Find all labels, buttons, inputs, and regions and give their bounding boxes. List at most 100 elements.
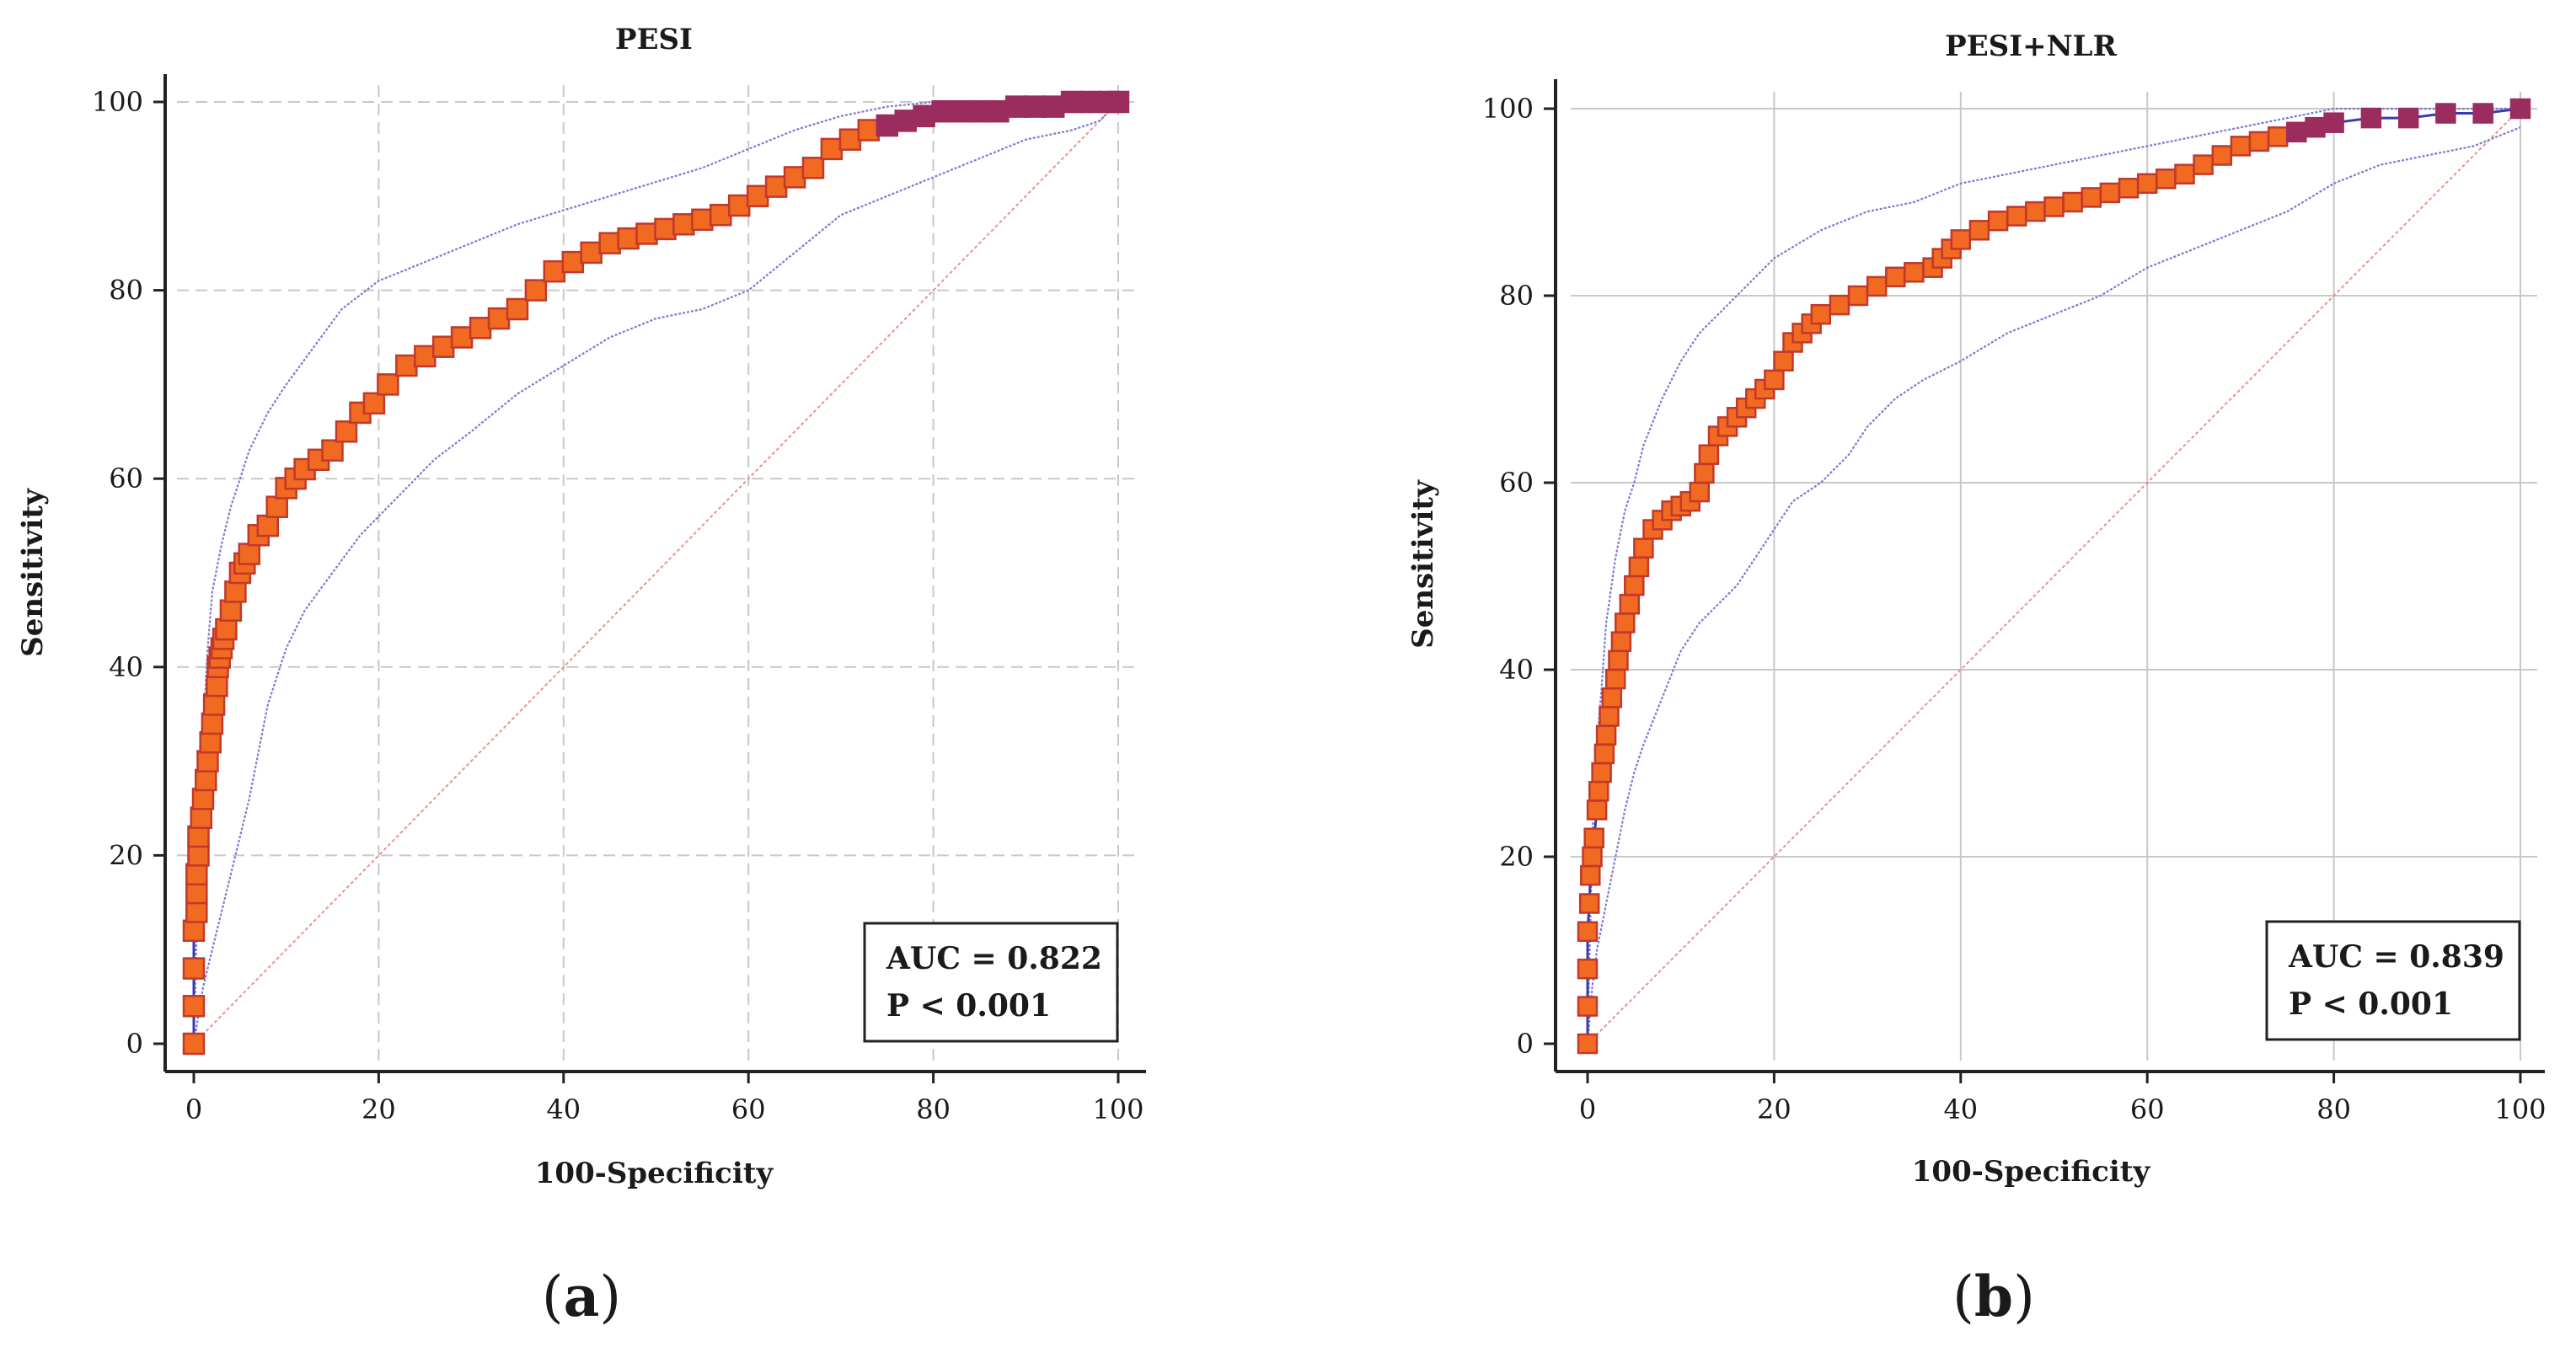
chart-b-title: PESI+NLR (1945, 29, 2117, 63)
chart-a-roc-point (543, 259, 566, 283)
chart-a-xtick-label: 100 (1092, 1093, 1143, 1125)
chart-a-roc-point (487, 307, 511, 330)
chart-a-roc-point (187, 825, 210, 848)
chart-b-roc-point (2174, 163, 2195, 184)
chart-b-p-label: P < 0.001 (2289, 986, 2453, 1022)
chart-b-ylabel: Sensitivity (1406, 479, 1440, 649)
chart-a-roc-point (931, 99, 954, 123)
chart-b-xtick-label: 40 (1943, 1093, 1978, 1125)
chart-b-xtick-label: 60 (2130, 1093, 2165, 1125)
chart-a-roc-point (321, 439, 344, 462)
chart-a-roc-point (691, 208, 714, 232)
chart-a-roc-point (185, 901, 208, 923)
chart-b-roc-point (2509, 98, 2531, 120)
chart-a-ytick-label: 100 (92, 86, 143, 118)
chart-b-roc-point (1885, 266, 1906, 288)
chart-a-roc-point (968, 99, 991, 123)
chart-a-roc-point (876, 114, 899, 137)
chart-b-ytick-label: 80 (1499, 280, 1534, 312)
panel-a-label: (a) (542, 1264, 621, 1329)
chart-a-ytick-label: 80 (109, 275, 143, 307)
chart-a-roc-point (182, 995, 206, 1018)
chart-a-p-label: P < 0.001 (886, 988, 1051, 1024)
chart-b-roc-point (2099, 182, 2121, 204)
chart-a-roc-point (450, 326, 474, 349)
chart-a-roc-point (335, 420, 358, 443)
chart-a-roc-point (635, 222, 658, 245)
chart-b-y-ticks: 0 20 40 60 80 100 (1482, 93, 1556, 1060)
panel-a: PESI 0 20 40 60 80 100 0 20 40 60 80 100 100-Speci… (16, 23, 1146, 1329)
chart-a-xtick-label: 20 (361, 1093, 396, 1125)
chart-b-plot (1577, 98, 2531, 1055)
chart-b-roc-point (2193, 154, 2214, 175)
chart-a-roc-point (185, 881, 208, 905)
chart-b-roc-point (1577, 921, 1599, 943)
chart-b-roc-point (2211, 145, 2233, 166)
chart-a-roc-point (395, 354, 418, 377)
chart-a-x-ticks: 0 20 40 60 80 100 (185, 1072, 1144, 1125)
chart-b-roc-point (1578, 893, 1600, 914)
chart-a-roc-point (182, 1032, 206, 1056)
chart-b-roc-point (1866, 275, 1888, 297)
chart-b-roc-point (2435, 103, 2456, 124)
chart-b-xtick-label: 0 (1579, 1093, 1596, 1125)
chart-b-roc-point (1968, 220, 1990, 241)
chart-a-roc-point (506, 297, 529, 321)
chart-b-roc-point (1773, 350, 1794, 371)
chart-b-roc-point (1595, 724, 1617, 746)
chart-a-roc-point (598, 232, 621, 254)
chart-a-plot (182, 90, 1130, 1056)
chart-b-ytick-label: 60 (1499, 467, 1534, 499)
chart-b-roc-point (1628, 556, 1650, 578)
chart-a-roc-point (617, 227, 640, 250)
chart-b-roc-point (1604, 668, 1626, 690)
chart-b-roc-point (2397, 107, 2419, 129)
chart-a-roc-point (654, 217, 677, 241)
chart-a-roc-point (561, 250, 585, 274)
chart-b-axes (1554, 79, 2545, 1073)
chart-a-ci-upper-line (192, 100, 1118, 1045)
chart-a-xtick-label: 40 (546, 1093, 581, 1125)
panel-a-label-open: ( (542, 1264, 564, 1329)
chart-a-roc-point (894, 110, 917, 132)
panel-b-label-letter: b (1974, 1264, 2013, 1329)
chart-b-roc-point (1610, 631, 1632, 652)
chart-b-xlabel: 100-Specificity (1912, 1155, 2151, 1189)
chart-b-roc-point (2025, 200, 2046, 222)
chart-a-roc-point (801, 157, 825, 179)
chart-a-xtick-label: 80 (916, 1093, 951, 1125)
chart-b-roc-point (2267, 126, 2289, 147)
chart-b-roc-point (1577, 958, 1599, 980)
chart-a-ytick-label: 60 (109, 462, 143, 494)
chart-a-roc-point (524, 279, 548, 302)
chart-a-roc-point (238, 543, 261, 565)
chart-a-roc-point (206, 674, 228, 698)
chart-b-roc-point (1615, 612, 1636, 633)
chart-b-xtick-label: 100 (2494, 1093, 2546, 1125)
chart-b-roc-point (1619, 594, 1641, 615)
chart-a-roc-point (190, 806, 213, 829)
chart-b-auc-label: AUC = 0.839 (2288, 939, 2504, 975)
chart-b-roc-point (1904, 262, 1925, 283)
chart-b-roc-point (1583, 827, 1604, 849)
chart-b-xtick-label: 80 (2316, 1093, 2351, 1125)
panel-b: PESI+NLR 0 20 40 60 80 100 0 20 40 60 80 100 100-S… (1406, 29, 2547, 1329)
chart-a-roc-point (182, 919, 206, 943)
chart-b-roc-point (1829, 294, 1850, 316)
chart-b-roc-point (2472, 103, 2493, 124)
chart-a-roc-point (672, 213, 695, 236)
panel-b-label: (b) (1952, 1264, 2035, 1329)
chart-b-roc-point (1588, 781, 1609, 802)
chart-a-roc-point (202, 693, 226, 716)
chart-b-roc-point (1580, 864, 1601, 886)
chart-b-roc-point (1689, 481, 1711, 503)
chart-a-roc-point (1060, 90, 1084, 114)
chart-a-roc-point (414, 345, 436, 368)
chart-b-roc-point (2286, 121, 2307, 143)
chart-a-roc-point (746, 184, 769, 208)
chart-a-ytick-label: 0 (126, 1028, 143, 1060)
chart-b-roc-point (1950, 229, 1972, 250)
chart-b-roc-point (1577, 996, 1599, 1017)
chart-b-reference-line (1587, 108, 2521, 1045)
chart-b-roc-point (2136, 173, 2158, 195)
